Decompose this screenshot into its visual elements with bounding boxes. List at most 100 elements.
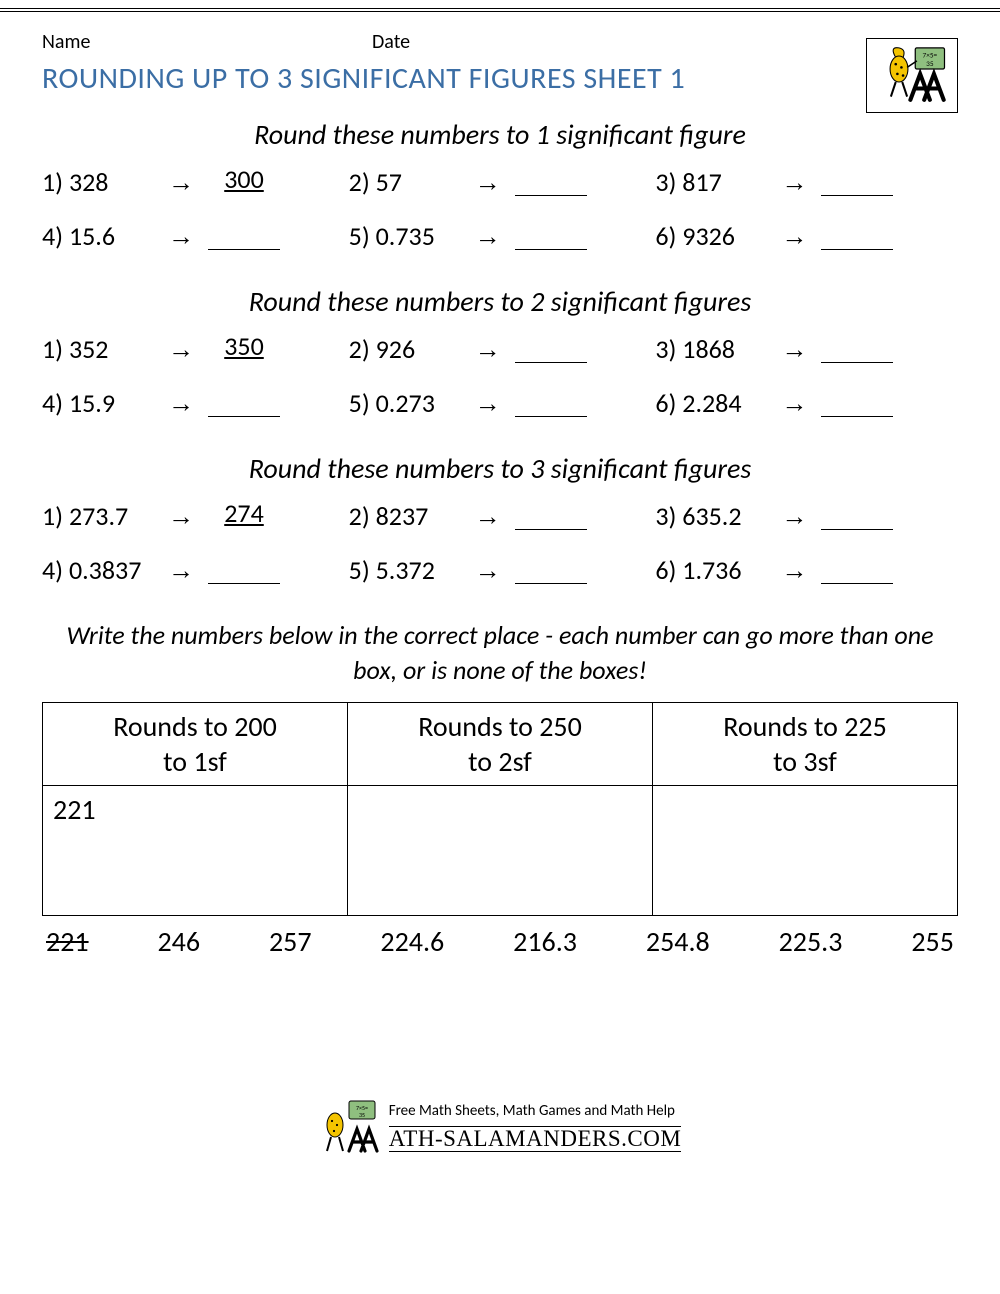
sort-cell-1sf[interactable]: 221 — [43, 786, 348, 916]
bank-number[interactable]: 254.8 — [646, 924, 710, 959]
problem: 4) 0.3837 → — [42, 554, 345, 586]
answer-blank[interactable] — [515, 168, 587, 196]
arrow-icon: → — [475, 555, 501, 586]
problem-question: 2) 926 — [349, 333, 461, 365]
header-labels: Name Date — [42, 30, 958, 54]
answer-blank[interactable] — [821, 502, 893, 530]
arrow-icon: → — [168, 388, 194, 419]
problem-question: 4) 15.9 — [42, 387, 154, 419]
problem: 5) 5.372 → — [349, 554, 652, 586]
problem-question: 2) 57 — [349, 166, 461, 198]
arrow-icon: → — [168, 501, 194, 532]
problem-question: 1) 352 — [42, 333, 154, 365]
problem-question: 5) 5.372 — [349, 554, 461, 586]
arrow-icon: → — [168, 221, 194, 252]
section-heading: Round these numbers to 2 significant fig… — [42, 284, 958, 319]
bank-number[interactable]: 255 — [911, 924, 954, 959]
problem: 1) 273.7 → 274 — [42, 500, 345, 532]
problem: 2) 926 → — [349, 333, 652, 365]
problem: 6) 9326 → — [655, 220, 958, 252]
arrow-icon: → — [781, 334, 807, 365]
section-heading: Round these numbers to 1 significant fig… — [42, 117, 958, 152]
footer-logo-icon: 7×5= 35 — [319, 1099, 379, 1155]
problem: 2) 8237 → — [349, 500, 652, 532]
footer-tagline: Free Math Sheets, Math Games and Math He… — [389, 1102, 682, 1120]
arrow-icon: → — [168, 555, 194, 586]
answer-blank[interactable] — [821, 168, 893, 196]
arrow-icon: → — [475, 221, 501, 252]
arrow-icon: → — [168, 167, 194, 198]
arrow-icon: → — [781, 555, 807, 586]
sorting-table: Rounds to 200to 1sfRounds to 250to 2sfRo… — [42, 702, 958, 916]
arrow-icon: → — [781, 388, 807, 419]
bank-number[interactable]: 216.3 — [513, 924, 577, 959]
problem-question: 3) 1868 — [655, 333, 767, 365]
answer-blank[interactable]: 350 — [208, 335, 280, 363]
sort-column-header: Rounds to 225to 3sf — [653, 703, 958, 786]
number-bank: 221 246 257 224.6 216.3 254.8 225.3 255 — [42, 924, 958, 959]
problem-question: 2) 8237 — [349, 500, 461, 532]
answer-blank[interactable] — [515, 335, 587, 363]
problem: 4) 15.9 → — [42, 387, 345, 419]
svg-text:35: 35 — [926, 59, 934, 68]
answer-blank[interactable] — [208, 222, 280, 250]
arrow-icon: → — [781, 221, 807, 252]
problem-question: 6) 2.284 — [655, 387, 767, 419]
answer-blank[interactable] — [515, 502, 587, 530]
arrow-icon: → — [475, 388, 501, 419]
answer-blank[interactable] — [515, 222, 587, 250]
answer-blank[interactable] — [821, 389, 893, 417]
arrow-icon: → — [475, 334, 501, 365]
bank-number[interactable]: 225.3 — [779, 924, 843, 959]
problem: 4) 15.6 → — [42, 220, 345, 252]
problem: 3) 635.2→ — [655, 500, 958, 532]
answer-blank[interactable]: 300 — [208, 168, 280, 196]
problem-question: 6) 9326 — [655, 220, 767, 252]
arrow-icon: → — [475, 167, 501, 198]
answer-blank[interactable] — [821, 335, 893, 363]
arrow-icon: → — [781, 501, 807, 532]
answer-blank[interactable] — [515, 556, 587, 584]
arrow-icon: → — [168, 334, 194, 365]
arrow-icon: → — [781, 167, 807, 198]
problem: 5) 0.735 → — [349, 220, 652, 252]
answer-blank[interactable] — [821, 222, 893, 250]
bank-number[interactable]: 246 — [157, 924, 200, 959]
problem-question: 1) 273.7 — [42, 500, 154, 532]
answer-blank[interactable] — [208, 556, 280, 584]
footer-brand: ATH-SALAMANDERS.COM — [389, 1127, 682, 1152]
answer-blank[interactable] — [208, 389, 280, 417]
problem: 5) 0.273→ — [349, 387, 652, 419]
sort-column-header: Rounds to 250to 2sf — [348, 703, 653, 786]
sort-cell-2sf[interactable] — [348, 786, 653, 916]
bank-number[interactable]: 257 — [269, 924, 312, 959]
answer-blank[interactable]: 274 — [208, 502, 280, 530]
problem-question: 6) 1.736 — [655, 554, 767, 586]
problem: 3) 1868 → — [655, 333, 958, 365]
sort-cell-3sf[interactable] — [653, 786, 958, 916]
section-heading: Round these numbers to 3 significant fig… — [42, 451, 958, 486]
bank-number[interactable]: 224.6 — [380, 924, 444, 959]
problem-question: 4) 0.3837 — [42, 554, 154, 586]
problem: 3) 817 → — [655, 166, 958, 198]
bank-number[interactable]: 221 — [46, 924, 89, 959]
problem: 2) 57 → — [349, 166, 652, 198]
brand-logo: 7×5= 35 — [866, 38, 958, 113]
page-footer: 7×5= 35 Free Math Sheets, Math Games and… — [42, 1099, 958, 1155]
sorting-instruction: Write the numbers below in the correct p… — [42, 618, 958, 688]
problem-question: 4) 15.6 — [42, 220, 154, 252]
problem-question: 5) 0.735 — [349, 220, 461, 252]
problem-question: 3) 817 — [655, 166, 767, 198]
problem: 1) 352 → 350 — [42, 333, 345, 365]
problem: 1) 328 → 300 — [42, 166, 345, 198]
answer-blank[interactable] — [821, 556, 893, 584]
problem-question: 1) 328 — [42, 166, 154, 198]
sort-column-header: Rounds to 200to 1sf — [43, 703, 348, 786]
answer-blank[interactable] — [515, 389, 587, 417]
arrow-icon: → — [475, 501, 501, 532]
worksheet-title: ROUNDING UP TO 3 SIGNIFICANT FIGURES SHE… — [42, 60, 856, 97]
name-label: Name — [42, 30, 372, 54]
problem: 6) 2.284 → — [655, 387, 958, 419]
svg-text:35: 35 — [359, 1111, 365, 1119]
problem: 6) 1.736 → — [655, 554, 958, 586]
